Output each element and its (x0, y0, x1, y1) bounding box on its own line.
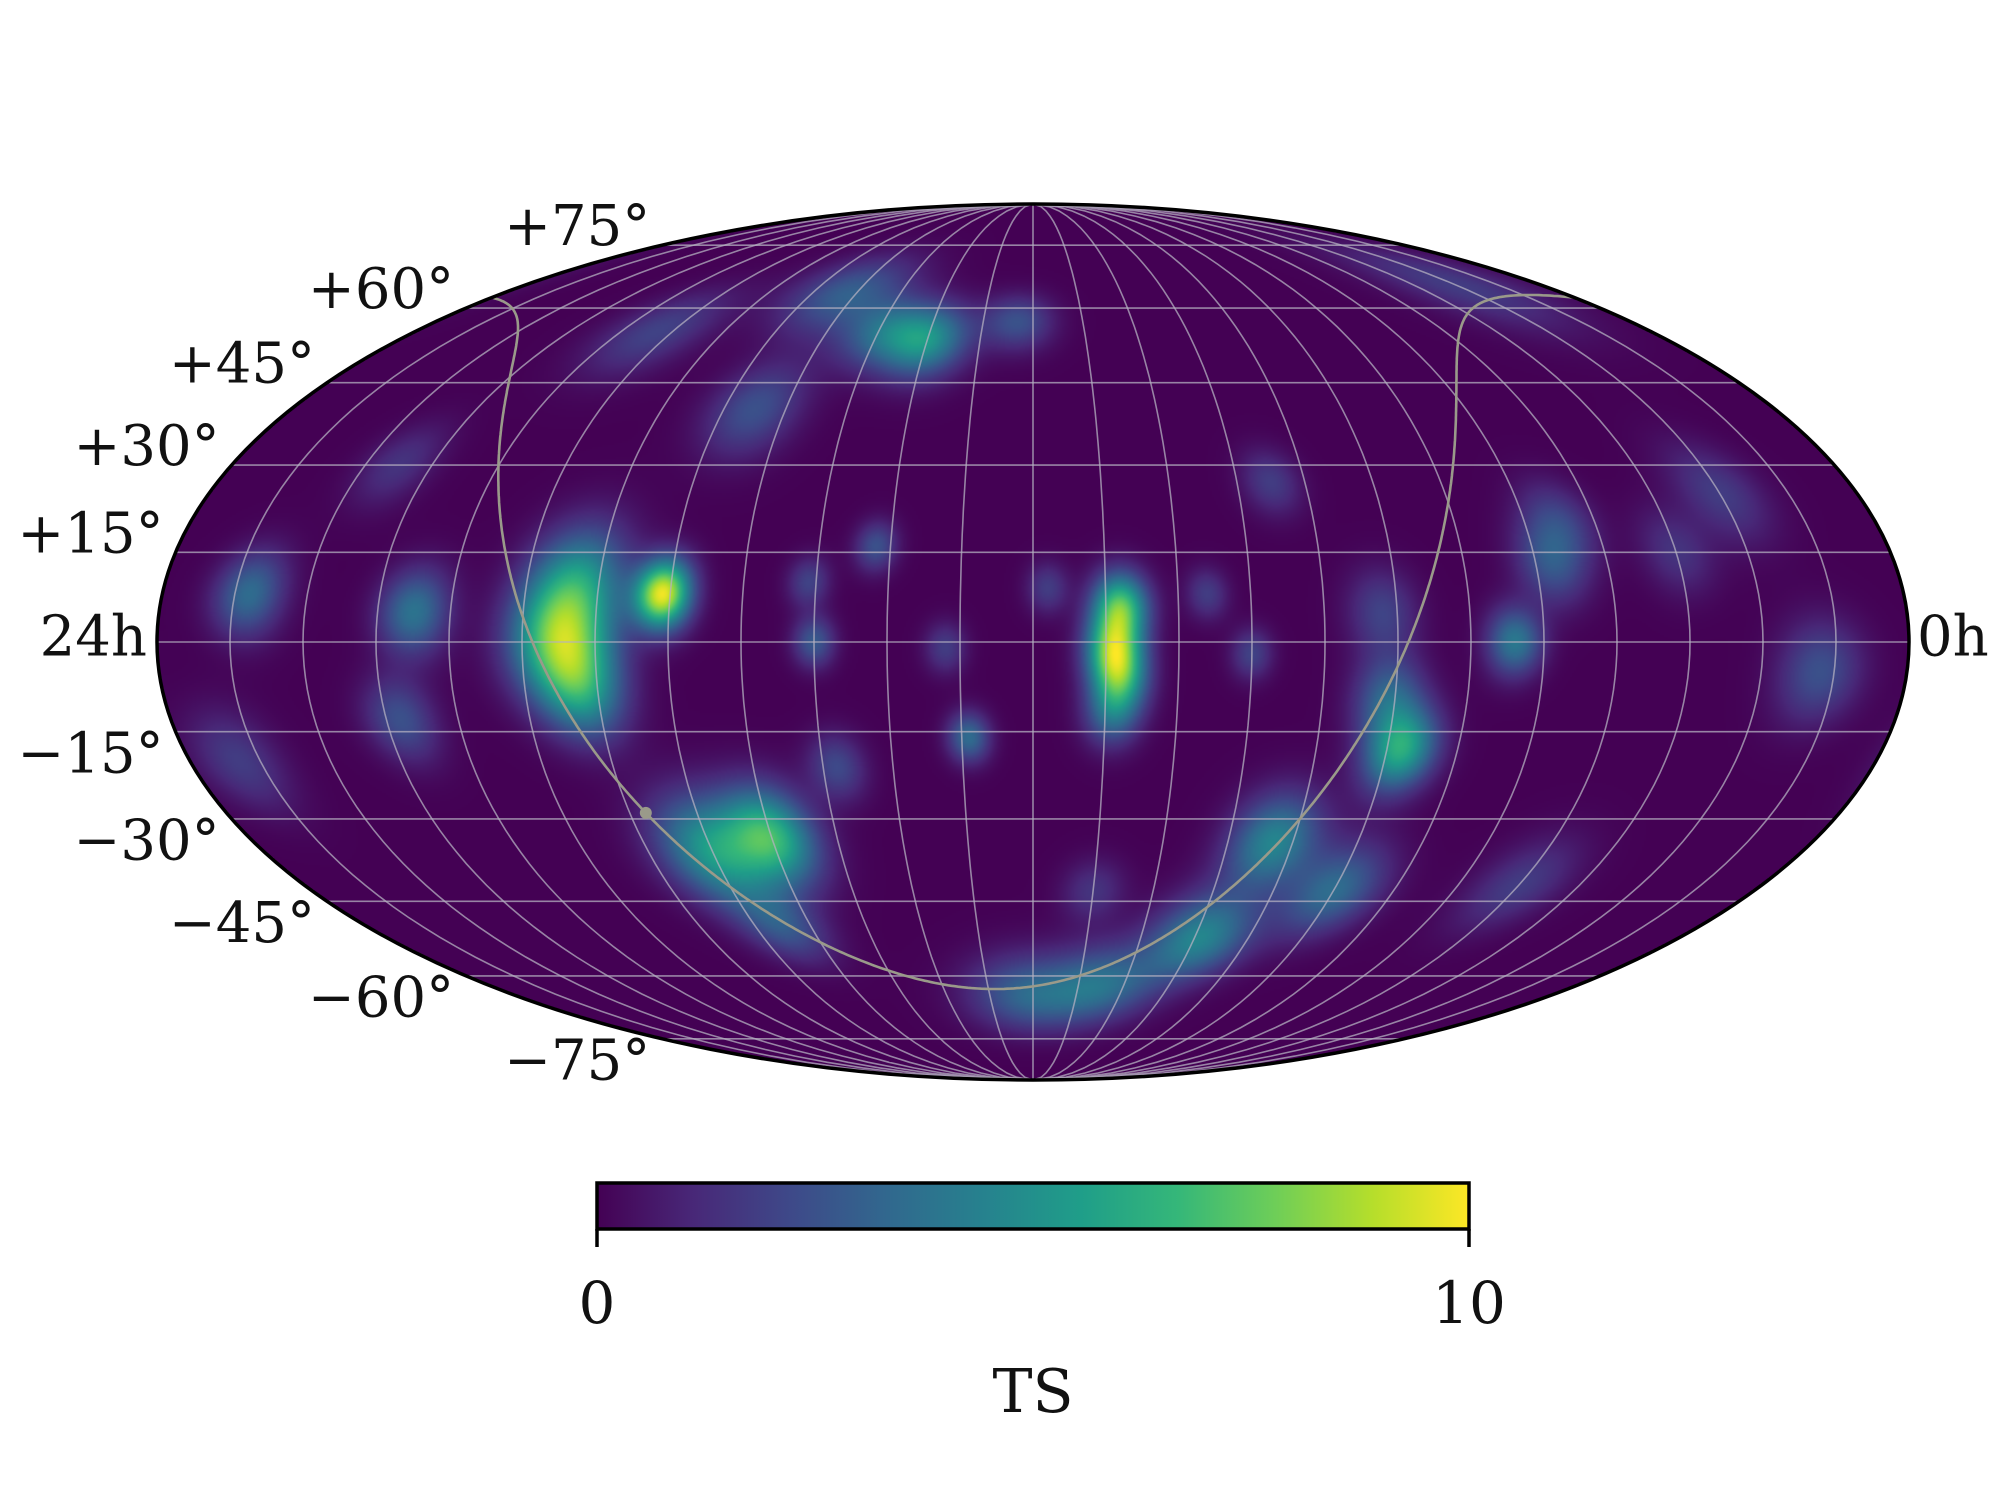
graticule-ra-line (1032, 204, 1545, 1080)
dec-label: +45° (169, 332, 315, 397)
graticule-ra-line (375, 204, 1034, 1080)
graticule-ra-line (813, 204, 1034, 1080)
graticule-ra-line (1032, 204, 1618, 1080)
dec-label: −15° (17, 721, 163, 786)
graticule-ra-line (1032, 204, 1326, 1080)
graticule-ra-line (667, 204, 1034, 1080)
graticule-ra-line (594, 204, 1034, 1080)
colorbar-tick-label-min: 0 (579, 1269, 616, 1337)
graticule-ra-line (1032, 204, 1399, 1080)
graticule-ra-line (1032, 204, 1837, 1080)
dec-label: −75° (504, 1029, 650, 1094)
dec-label: +15° (17, 501, 163, 566)
galactic-plane-line (493, 296, 647, 814)
graticule-ra-line (448, 204, 1034, 1080)
graticule-ra-line (886, 204, 1034, 1080)
ra-label-right: 0h (1917, 605, 1989, 670)
graticule-ra-line (740, 204, 1034, 1080)
graticule-ra-line (302, 204, 1034, 1080)
sky-map (155, 202, 1911, 1082)
dec-label: −60° (308, 966, 454, 1031)
galactic-plane (493, 293, 1575, 991)
colorbar-tick-label-max: 10 (1432, 1269, 1506, 1337)
dec-label: +30° (74, 414, 220, 479)
colorbar: 0 10 TS (579, 1181, 1506, 1427)
colorbar-label: TS (992, 1357, 1073, 1427)
graticule-ra-line (959, 204, 1034, 1080)
dec-label: −30° (74, 809, 220, 874)
graticule-ra-line (1032, 204, 1253, 1080)
colorbar-gradient (595, 1181, 1471, 1231)
dec-label: +75° (504, 194, 650, 259)
graticule-ra-line (1032, 204, 1691, 1080)
graticule-ra-line (1032, 204, 1764, 1080)
declination-labels: +75° +60° +45° +30° +15° −15° −30° −45° −60° −75° (17, 194, 650, 1094)
graticule-ra-line (1032, 204, 1180, 1080)
ra-label-left: 24h (40, 605, 147, 670)
graticule-ra-line (521, 204, 1034, 1080)
galactic-plane-line (644, 293, 1575, 991)
dec-label: −45° (169, 891, 315, 956)
galactic-center-marker (639, 806, 652, 819)
sky-frame (155, 202, 1911, 1082)
graticule-ra-line (1032, 204, 1472, 1080)
dec-label: +60° (308, 257, 454, 322)
